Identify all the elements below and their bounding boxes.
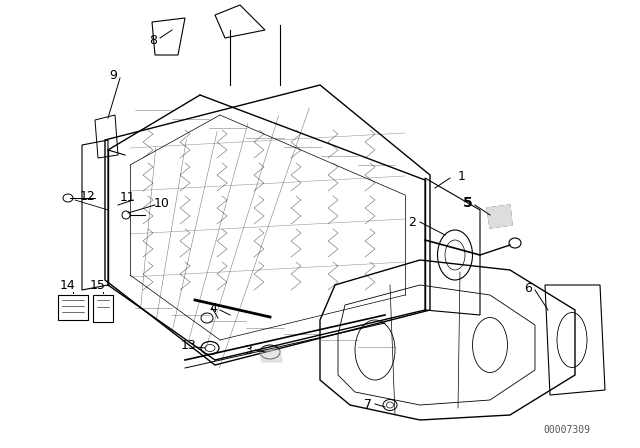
Text: 14: 14 xyxy=(60,279,76,292)
Text: 4: 4 xyxy=(209,302,217,314)
Polygon shape xyxy=(487,205,512,228)
Text: 9: 9 xyxy=(109,69,117,82)
Text: 15: 15 xyxy=(90,279,106,292)
Text: 00007309: 00007309 xyxy=(543,425,590,435)
Text: 7: 7 xyxy=(364,397,372,410)
Text: 13: 13 xyxy=(181,339,197,352)
Text: 10: 10 xyxy=(154,197,170,210)
Text: 12: 12 xyxy=(80,190,96,202)
Text: 11: 11 xyxy=(120,190,136,203)
Text: 8: 8 xyxy=(149,34,157,47)
Text: 6: 6 xyxy=(524,281,532,294)
Text: 3: 3 xyxy=(244,344,252,357)
Text: 2: 2 xyxy=(408,215,416,228)
Text: 1: 1 xyxy=(458,169,466,182)
Text: 5: 5 xyxy=(463,196,473,210)
Polygon shape xyxy=(260,350,282,362)
